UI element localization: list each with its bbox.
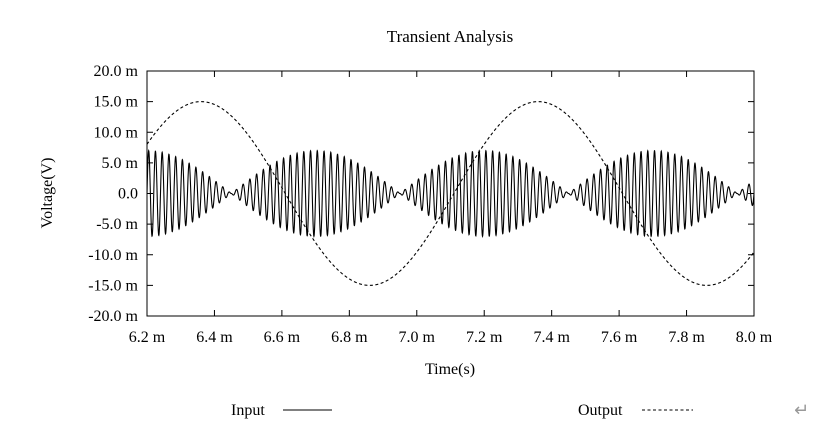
x-tick-label: 7.2 m: [466, 329, 503, 346]
x-tick-label: 8.0 m: [736, 329, 773, 346]
x-tick-label: 7.8 m: [668, 329, 705, 346]
y-tick-label: 0.0: [118, 186, 138, 203]
y-tick-label: -5.0 m: [96, 216, 138, 233]
y-tick-label: -10.0 m: [88, 247, 138, 264]
x-tick-label: 6.8 m: [331, 329, 368, 346]
x-axis-label: Time(s): [425, 361, 475, 378]
legend-output-label: Output: [578, 402, 623, 419]
x-tick-label: 6.4 m: [196, 329, 233, 346]
y-tick-label: -20.0 m: [88, 308, 138, 325]
return-icon: ↵: [794, 400, 809, 421]
y-tick-label: -15.0 m: [88, 277, 138, 294]
legend-input-label: Input: [231, 402, 265, 419]
y-axis: 20.0 m 15.0 m 10.0 m 5.0 m 0.0 -5.0 m -10.0 m -…: [88, 63, 754, 325]
input-series-line: [147, 149, 754, 238]
chart-title: Transient Analysis: [387, 27, 513, 46]
x-axis: 6.2 m 6.4 m 6.6 m 6.8 m 7.0 m 7.2 m 7.4 m 7.6 m…: [129, 71, 773, 346]
output-series-line: [147, 101, 754, 286]
y-tick-label: 5.0 m: [102, 155, 139, 172]
y-tick-label: 10.0 m: [94, 124, 139, 141]
x-tick-label: 7.6 m: [601, 329, 638, 346]
legend: Input Output: [231, 402, 693, 419]
x-tick-label: 7.0 m: [399, 329, 436, 346]
y-tick-label: 15.0 m: [94, 94, 139, 111]
x-tick-label: 6.6 m: [264, 329, 301, 346]
x-tick-label: 6.2 m: [129, 329, 166, 346]
y-tick-label: 20.0 m: [94, 63, 139, 80]
x-tick-label: 7.4 m: [533, 329, 570, 346]
y-axis-label: Voltage(V): [39, 158, 56, 229]
